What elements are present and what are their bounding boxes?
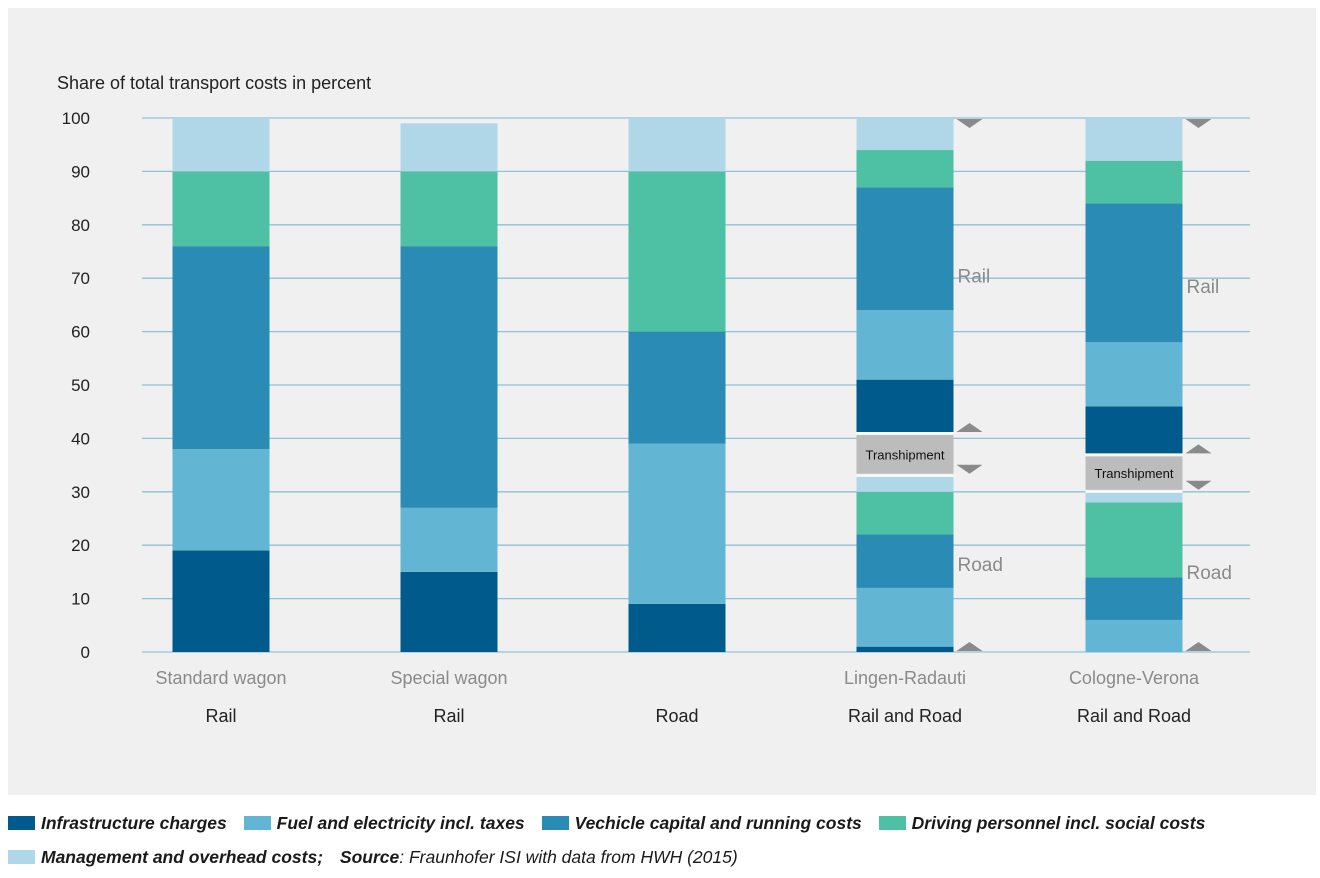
rail-section-label: Rail: [1187, 277, 1220, 298]
legend-swatch: [8, 816, 35, 830]
legend-item: Fuel and electricity incl. taxes: [243, 813, 525, 833]
down-marker: [956, 464, 983, 474]
category-sublabel: Lingen-Radauti: [844, 668, 966, 688]
bar-segment-driving: [172, 171, 270, 247]
bar-segment-infrastructure: [400, 571, 498, 652]
rail-segment-vechicle: [856, 187, 954, 311]
bar-segment-vechicle: [400, 246, 498, 508]
y-tick-label: 100: [62, 109, 90, 128]
bar-segment-driving: [628, 171, 726, 332]
rail-segment-driving: [856, 150, 954, 188]
road-section-label: Road: [1187, 563, 1232, 584]
bars: Transhipment Transhipment: [172, 118, 1212, 652]
y-tick-label: 90: [71, 162, 90, 181]
legend-label: Infrastructure charges: [41, 813, 227, 833]
rail-segment-management: [856, 118, 954, 151]
road-section-label: Road: [958, 555, 1003, 576]
road-segment-driving: [1085, 502, 1183, 578]
category-sublabel: Standard wagon: [155, 668, 286, 688]
legend-item: Management and overhead costs;: [8, 847, 323, 867]
category-sublabel: Cologne-Verona: [1069, 668, 1200, 688]
legend-swatch: [8, 850, 35, 864]
rail-segment-vechicle: [1085, 203, 1183, 343]
transhipment-box: [1085, 456, 1183, 490]
legend-label: Driving personnel incl. social costs: [911, 813, 1206, 833]
up-marker: [1185, 642, 1212, 651]
legend: Infrastructure charges Fuel and electric…: [8, 806, 1313, 874]
category-label: Rail: [433, 706, 464, 726]
down-marker: [1185, 119, 1212, 128]
category-label: Rail and Road: [1077, 706, 1191, 726]
rail-segment-infrastructure: [1085, 406, 1183, 455]
source-text: : Fraunhofer ISI with data from HWH (201…: [399, 847, 738, 867]
bar-segment-infrastructure: [628, 603, 726, 652]
transhipment-box: [856, 435, 954, 474]
bar-segment-fuel: [172, 449, 270, 551]
y-tick-label: 50: [71, 376, 90, 395]
y-tick-label: 10: [71, 590, 90, 609]
y-tick-label: 40: [71, 429, 90, 448]
y-tick-label: 60: [71, 323, 90, 342]
road-segment-vechicle: [856, 534, 954, 588]
source-label: Source: [339, 847, 400, 867]
road-segment-vechicle: [1085, 577, 1183, 620]
road-segment-fuel: [856, 587, 954, 647]
y-tick-label: 20: [71, 536, 90, 555]
legend-item: Vechicle capital and running costs: [541, 813, 862, 833]
y-axis-label: Share of total transport costs in percen…: [57, 73, 371, 93]
bar-segment-fuel: [628, 443, 726, 604]
bar-segment-driving: [400, 171, 498, 247]
transhipment-label: Transhipment: [1095, 466, 1174, 481]
chart-panel: Share of total transport costs in percen…: [8, 8, 1316, 795]
legend-label: Management and overhead costs;: [41, 847, 324, 867]
legend-swatch: [878, 816, 906, 830]
rail-segment-infrastructure: [856, 379, 954, 434]
category-label: Rail and Road: [848, 706, 962, 726]
rail-segment-management: [1085, 118, 1183, 161]
legend-item: Driving personnel incl. social costs: [878, 813, 1206, 833]
y-tick-label: 80: [71, 216, 90, 235]
down-marker: [956, 119, 983, 128]
road-segment-management: [856, 475, 954, 492]
y-tick-label: 70: [71, 269, 90, 288]
legend-swatch: [243, 816, 271, 830]
road-segment-driving: [856, 491, 954, 535]
transhipment-label: Transhipment: [866, 447, 945, 462]
bar-segment-vechicle: [172, 246, 270, 450]
road-segment-management: [1085, 491, 1183, 503]
bar-segment-management: [400, 123, 498, 172]
rail-segment-driving: [1085, 160, 1183, 204]
rail-section-label: Rail: [958, 267, 991, 288]
rail-segment-fuel: [1085, 342, 1183, 407]
bar-segment-fuel: [400, 507, 498, 572]
road-segment-infrastructure: [856, 646, 954, 652]
y-tick-label: 30: [71, 483, 90, 502]
y-tick-label: 0: [81, 643, 90, 662]
road-segment-fuel: [1085, 619, 1183, 652]
bar-segment-vechicle: [628, 331, 726, 444]
y-tick-labels: 0 10 20 30 40 50 60 70 80 90 100: [62, 109, 90, 662]
bar-segment-infrastructure: [172, 550, 270, 652]
stacked-bar-chart: Share of total transport costs in percen…: [57, 73, 1250, 726]
category-sublabel: Special wagon: [390, 668, 507, 688]
legend-swatch: [541, 816, 569, 830]
bar-segment-management: [172, 118, 270, 172]
up-marker: [956, 423, 983, 433]
category-label: Road: [655, 706, 698, 726]
up-marker: [956, 642, 983, 651]
rail-segment-fuel: [856, 310, 954, 380]
legend-label: Vechicle capital and running costs: [574, 813, 862, 833]
legend-item: Infrastructure charges: [8, 813, 227, 833]
down-marker: [1185, 480, 1212, 490]
category-labels: Rail Road Rail Road Standard wagon Rail Specia…: [155, 267, 1231, 726]
legend-label: Fuel and electricity incl. taxes: [276, 813, 525, 833]
up-marker: [1185, 444, 1212, 454]
bar-segment-management: [628, 118, 726, 172]
category-label: Rail: [205, 706, 236, 726]
